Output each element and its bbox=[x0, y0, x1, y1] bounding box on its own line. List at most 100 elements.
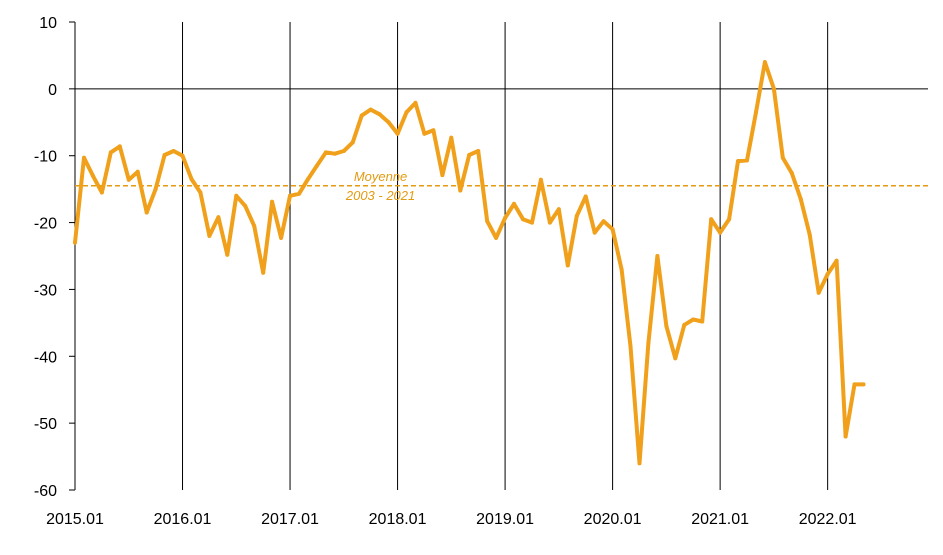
data-point bbox=[530, 220, 534, 225]
data-point bbox=[162, 153, 167, 157]
average-label-line2: 2003 - 2021 bbox=[345, 188, 415, 203]
data-point bbox=[422, 131, 427, 136]
year-gridlines bbox=[182, 22, 829, 490]
data-point bbox=[386, 120, 391, 125]
data-point bbox=[619, 267, 624, 272]
data-point bbox=[261, 270, 266, 275]
data-point bbox=[547, 220, 552, 225]
average-label-line1: Moyenne bbox=[354, 169, 407, 184]
data-point bbox=[691, 317, 696, 322]
data-point bbox=[512, 201, 516, 206]
x-tick-label: 2017.01 bbox=[261, 511, 319, 528]
data-point bbox=[718, 230, 723, 235]
data-point bbox=[395, 131, 400, 136]
data-point bbox=[521, 217, 525, 222]
y-tick-label: -30 bbox=[34, 282, 57, 299]
data-point bbox=[852, 382, 857, 387]
data-point bbox=[413, 100, 418, 105]
data-point bbox=[306, 177, 310, 182]
data-point bbox=[198, 190, 203, 195]
data-point bbox=[323, 150, 328, 155]
data-point bbox=[216, 215, 221, 220]
data-point bbox=[458, 188, 463, 193]
y-tick-label: 0 bbox=[48, 82, 57, 99]
data-point bbox=[745, 158, 749, 163]
y-tick-label: -40 bbox=[34, 349, 57, 366]
data-point bbox=[359, 113, 364, 118]
data-point bbox=[135, 169, 140, 174]
data-point bbox=[476, 149, 481, 153]
data-point bbox=[682, 322, 687, 327]
data-point bbox=[225, 252, 230, 257]
data-point bbox=[816, 290, 821, 295]
data-point bbox=[90, 173, 95, 178]
data-point bbox=[99, 190, 104, 195]
y-tick-label: 10 bbox=[39, 15, 57, 32]
data-point bbox=[825, 272, 830, 277]
data-point bbox=[637, 461, 642, 466]
data-point bbox=[673, 356, 678, 361]
data-point bbox=[592, 230, 597, 235]
data-point bbox=[108, 150, 113, 155]
data-point bbox=[601, 219, 606, 224]
y-axis-ticks: 10 0 -10 -20 -30 -40 -50 -60 bbox=[34, 15, 75, 500]
data-point bbox=[583, 194, 588, 199]
data-point bbox=[556, 207, 561, 212]
data-point bbox=[189, 177, 194, 182]
data-point bbox=[467, 153, 472, 157]
data-point bbox=[646, 340, 651, 345]
data-point bbox=[628, 344, 633, 349]
data-point bbox=[117, 144, 122, 149]
y-tick-label: -20 bbox=[34, 216, 57, 233]
data-point bbox=[153, 187, 158, 192]
data-point bbox=[727, 217, 732, 222]
data-point bbox=[82, 155, 86, 160]
data-point bbox=[610, 227, 615, 232]
data-point bbox=[377, 112, 382, 117]
data-point bbox=[297, 191, 301, 196]
data-point bbox=[144, 210, 149, 215]
data-point bbox=[252, 223, 257, 228]
data-point bbox=[503, 215, 508, 220]
data-point bbox=[754, 110, 758, 115]
data-point bbox=[332, 151, 337, 156]
data-point bbox=[234, 193, 239, 198]
data-point bbox=[243, 203, 248, 208]
data-point bbox=[485, 219, 490, 224]
x-tick-label: 2021.01 bbox=[691, 511, 749, 528]
data-point bbox=[126, 177, 131, 182]
y-tick-label: -60 bbox=[34, 483, 57, 500]
data-point bbox=[798, 197, 803, 202]
x-tick-label: 2016.01 bbox=[154, 511, 212, 528]
data-point bbox=[807, 232, 812, 237]
data-point bbox=[350, 140, 355, 145]
y-tick-label: -10 bbox=[34, 149, 57, 166]
x-tick-label: 2018.01 bbox=[369, 511, 427, 528]
data-point bbox=[171, 149, 176, 153]
series-line bbox=[73, 60, 866, 466]
data-point bbox=[288, 193, 292, 198]
data-point bbox=[736, 159, 740, 164]
data-point bbox=[314, 163, 319, 168]
data-point bbox=[780, 155, 785, 160]
data-point bbox=[341, 149, 346, 153]
data-point bbox=[664, 324, 669, 329]
data-point bbox=[538, 177, 543, 182]
y-tick-label: -50 bbox=[34, 416, 57, 433]
data-point bbox=[368, 107, 373, 112]
x-tick-label: 2019.01 bbox=[476, 511, 534, 528]
data-point bbox=[494, 235, 499, 240]
data-point bbox=[709, 217, 714, 222]
data-point bbox=[431, 128, 436, 133]
data-point bbox=[207, 233, 212, 238]
data-point bbox=[762, 60, 767, 65]
data-point bbox=[440, 173, 445, 178]
data-point bbox=[700, 319, 705, 324]
data-point bbox=[655, 254, 660, 258]
x-tick-label: 2015.01 bbox=[46, 511, 104, 528]
data-point bbox=[180, 153, 185, 158]
data-point bbox=[404, 110, 409, 115]
x-tick-label: 2022.01 bbox=[799, 511, 857, 528]
data-point bbox=[574, 213, 579, 218]
data-point bbox=[270, 199, 275, 204]
